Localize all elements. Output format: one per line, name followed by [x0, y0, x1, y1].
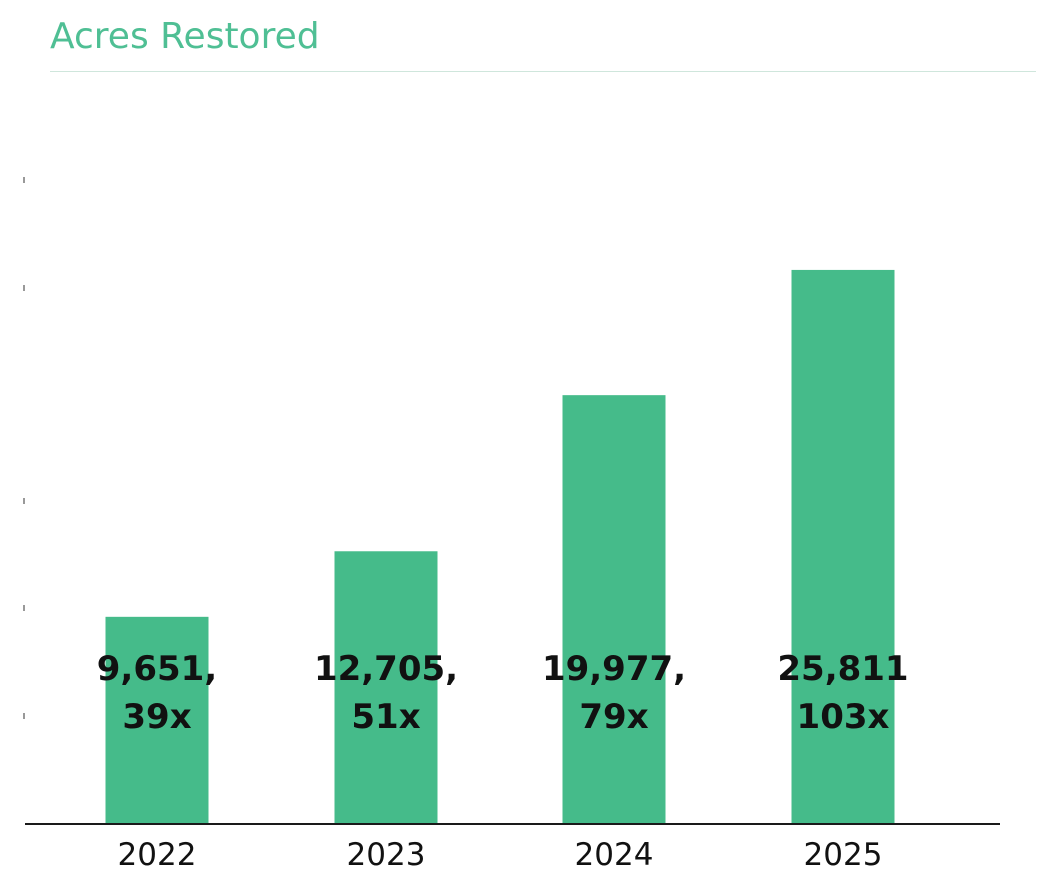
chart-title: Acres Restored	[50, 16, 320, 57]
value-labels: 9,651, 39x 12,705, 51x 19,977, 79x 25,811 103x	[97, 649, 909, 737]
x-tick-label-2025: 2025	[804, 837, 883, 873]
bars	[105, 269, 895, 825]
x-tick-label-2023: 2023	[347, 837, 426, 873]
data-label-2025-line2: 103x	[797, 697, 890, 737]
title-divider	[50, 71, 1036, 72]
data-label-2022-line2: 39x	[122, 697, 191, 737]
data-label-2024-line2: 79x	[579, 697, 648, 737]
bar-2024	[562, 395, 666, 824]
x-tick-label-2022: 2022	[118, 837, 197, 873]
data-label-2025-line1: 25,811	[777, 649, 908, 689]
bar-2023	[334, 551, 438, 824]
data-label-2023-line2: 51x	[351, 697, 420, 737]
data-label-2023-line1: 12,705,	[314, 649, 458, 689]
x-tick-label-2024: 2024	[575, 837, 654, 873]
bar-2022	[105, 616, 209, 824]
category-labels: 2022 2023 2024 2025	[118, 837, 883, 873]
data-label-2022-line1: 9,651,	[97, 649, 217, 689]
bar-2025	[791, 269, 895, 825]
data-label-2024-line1: 19,977,	[542, 649, 686, 689]
